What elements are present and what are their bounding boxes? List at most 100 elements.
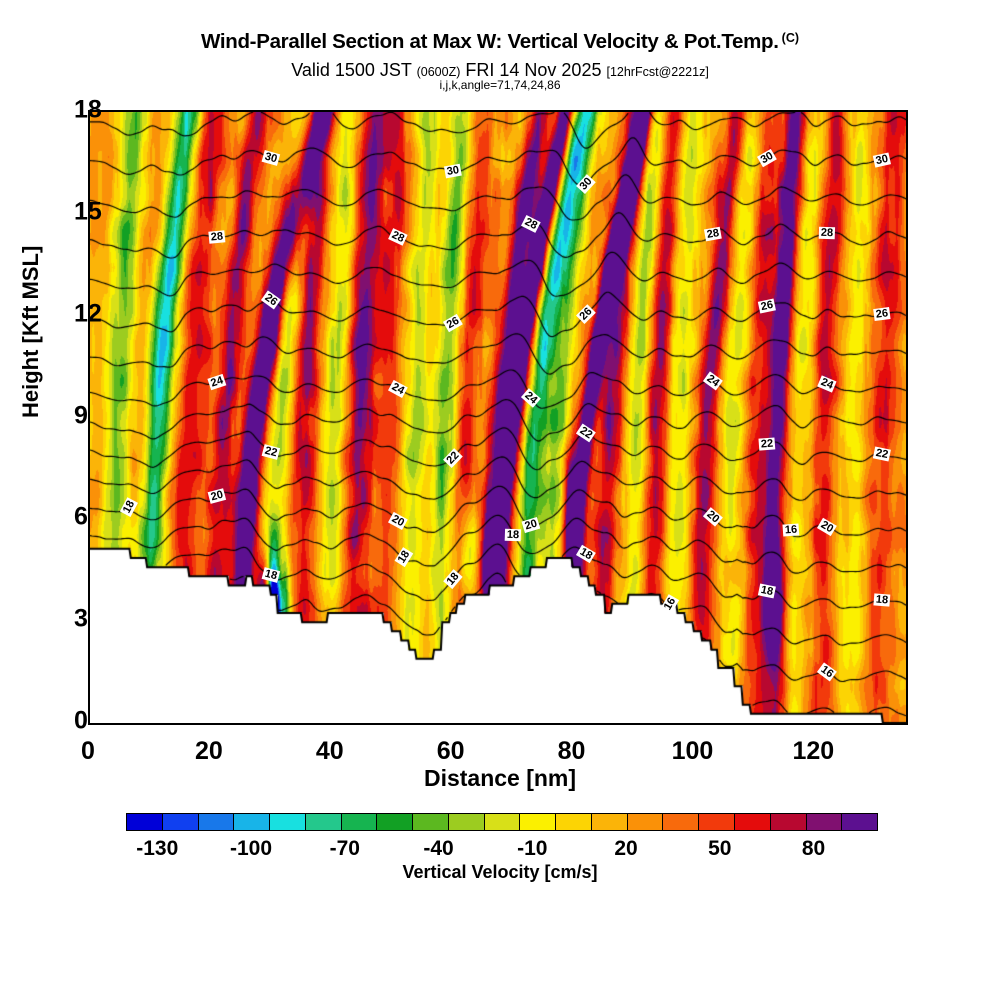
x-tick-minor <box>301 723 303 725</box>
x-tick-major <box>331 723 334 725</box>
colorbar-swatch <box>520 814 557 830</box>
x-tick-minor <box>784 723 786 725</box>
colorbar <box>126 813 878 831</box>
colorbar-title: Vertical Velocity [cm/s] <box>402 862 598 882</box>
x-tick-major <box>210 723 213 725</box>
x-tick-minor <box>845 723 847 725</box>
colorbar-tick-label: -130 <box>136 837 179 860</box>
x-axis-tick-label: 0 <box>81 737 95 765</box>
section-index-meta: i,j,k,angle=71,74,24,86 <box>439 78 561 92</box>
valid-time-text: Valid 1500 JST <box>291 60 417 80</box>
colorbar-swatch <box>448 814 485 830</box>
x-tick-major-top <box>693 110 696 112</box>
x-tick-minor <box>512 723 514 725</box>
colorbar-tick-label: -100 <box>229 837 273 860</box>
colorbar-swatch <box>484 814 521 830</box>
colorbar-swatch <box>806 814 843 830</box>
x-tick-minor <box>240 723 242 725</box>
x-tick-major-top <box>452 110 455 112</box>
y-tick-minor <box>88 484 90 486</box>
colorbar-swatch <box>162 814 199 830</box>
x-axis-tick-label: 80 <box>557 737 586 765</box>
x-tick-minor-top <box>663 110 665 112</box>
y-tick-minor-right <box>906 654 908 656</box>
cross-section-plot: 16 18 18 18 18 18 20 20 20 20 20 22 22 22 22 22 24 24 24 24… <box>88 110 908 725</box>
x-tick-minor <box>663 723 665 725</box>
x-tick-minor <box>724 723 726 725</box>
y-tick-minor <box>88 654 90 656</box>
x-tick-minor-top <box>905 110 907 112</box>
x-tick-minor <box>119 723 121 725</box>
contour-label: 18 <box>504 528 522 541</box>
x-axis-tick-label: 20 <box>194 737 223 765</box>
y-tick-minor-right <box>906 688 908 690</box>
forecast-tag: [12hrFcst@2221z] <box>606 65 709 79</box>
colorbar-swatch <box>591 814 628 830</box>
y-tick-minor <box>88 586 90 588</box>
x-tick-minor <box>603 723 605 725</box>
contour-label: 28 <box>208 230 226 244</box>
x-tick-minor <box>149 723 151 725</box>
x-tick-minor-top <box>361 110 363 112</box>
x-tick-minor <box>482 723 484 725</box>
x-axis-tick-label: 60 <box>436 737 465 765</box>
colorbar-swatch <box>270 814 306 830</box>
y-tick-minor-right <box>906 145 908 147</box>
x-tick-minor <box>421 723 423 725</box>
x-axis-tick-label: 100 <box>671 737 714 765</box>
y-tick-minor-right <box>906 247 908 249</box>
x-axis-tick-label: 120 <box>792 737 835 765</box>
x-tick-minor-top <box>421 110 423 112</box>
colorbar-swatch <box>556 814 592 830</box>
colorbar-container: -130 -100 -70 -40 -10 20 50 80 <box>126 813 878 867</box>
colorbar-tick-labels: -130 -100 -70 -40 -10 20 50 80 <box>126 837 876 867</box>
valid-utc-text: (0600Z) <box>416 65 461 79</box>
y-tick-minor <box>88 281 90 283</box>
contour-label: 16 <box>782 522 800 537</box>
colorbar-swatch <box>127 814 163 830</box>
x-tick-minor <box>180 723 182 725</box>
x-tick-minor-top <box>512 110 514 112</box>
colorbar-swatch <box>234 814 271 830</box>
y-tick-minor <box>88 349 90 351</box>
y-tick-minor <box>88 383 90 385</box>
vertical-velocity-field <box>90 112 906 723</box>
y-tick-minor-right <box>906 552 908 554</box>
colorbar-swatch <box>735 814 771 830</box>
contour-label: 28 <box>703 226 722 241</box>
contour-label: 28 <box>819 226 836 240</box>
y-tick-minor-right <box>906 349 908 351</box>
valid-date-text: FRI 14 Nov 2025 <box>460 60 607 80</box>
y-tick-major <box>88 518 90 521</box>
x-tick-minor <box>270 723 272 725</box>
contour-label: 26 <box>872 306 891 321</box>
x-tick-minor-top <box>724 110 726 112</box>
colorbar-swatch <box>770 814 807 830</box>
x-tick-major-top <box>331 110 334 112</box>
x-tick-minor <box>905 723 907 725</box>
x-tick-major-top <box>573 110 576 112</box>
y-tick-minor-right <box>906 179 908 181</box>
x-tick-minor <box>542 723 544 725</box>
copyright-mark: (C) <box>781 31 800 45</box>
x-tick-minor-top <box>270 110 272 112</box>
y-tick-minor-right <box>906 484 908 486</box>
contour-label: 18 <box>873 593 891 607</box>
colorbar-swatch <box>627 814 664 830</box>
y-tick-major-right <box>906 315 908 318</box>
x-tick-minor-top <box>301 110 303 112</box>
y-tick-minor <box>88 145 90 147</box>
x-tick-minor-top <box>603 110 605 112</box>
y-tick-minor <box>88 688 90 690</box>
contour-label: 22 <box>758 437 776 451</box>
colorbar-swatch <box>341 814 378 830</box>
y-tick-minor-right <box>906 586 908 588</box>
title-block: Wind-Parallel Section at Max W: Vertical… <box>0 30 1000 54</box>
x-tick-major <box>573 723 576 725</box>
y-tick-major <box>88 620 90 623</box>
colorbar-tick-label: -10 <box>517 837 548 860</box>
colorbar-swatch <box>413 814 449 830</box>
y-tick-minor-right <box>906 383 908 385</box>
y-axis-title: Height [Kft MSL] <box>18 245 43 418</box>
x-tick-minor <box>875 723 877 725</box>
